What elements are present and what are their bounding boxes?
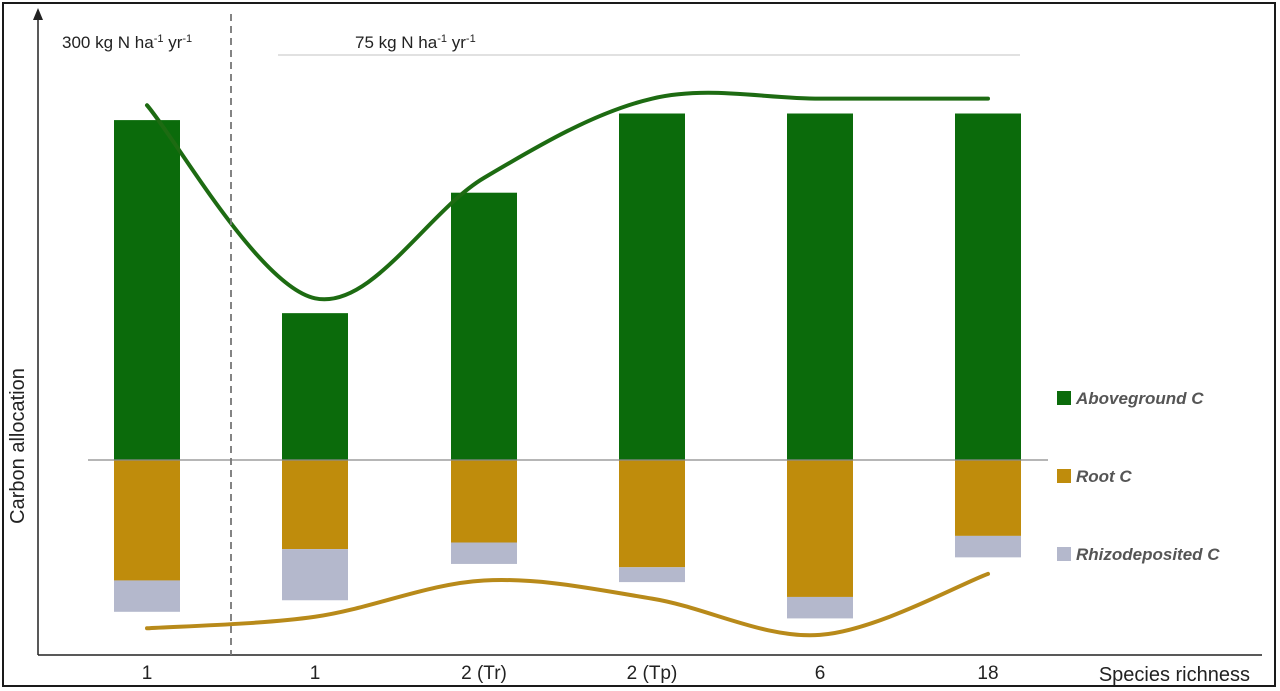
x-axis-label: Species richness bbox=[1099, 664, 1250, 686]
bar-rhizodeposited-1 bbox=[282, 549, 348, 601]
x-tick-labels: 1 1 2 (Tr) 2 (Tp) 6 18 bbox=[142, 663, 999, 684]
x-tick-label: 18 bbox=[977, 663, 998, 684]
legend: Aboveground C Root C Rhizodeposited C bbox=[1057, 389, 1220, 564]
high-nitrogen-label: 300 kg N ha-1 yr-1 bbox=[62, 33, 192, 52]
legend-label: Rhizodeposited C bbox=[1076, 545, 1220, 564]
bar-aboveground-0 bbox=[114, 120, 180, 460]
x-tick-label: 2 (Tp) bbox=[627, 663, 678, 684]
legend-swatch bbox=[1057, 391, 1071, 405]
trend-line-root bbox=[145, 571, 990, 638]
bar-aboveground-3 bbox=[619, 113, 685, 460]
legend-swatch bbox=[1057, 547, 1071, 561]
low-nitrogen-label: 75 kg N ha-1 yr-1 bbox=[355, 33, 476, 52]
legend-label: Aboveground C bbox=[1075, 389, 1204, 408]
bar-rhizodeposited-4 bbox=[787, 596, 853, 619]
bar-rhizodeposited-2 bbox=[451, 542, 517, 564]
x-tick-label: 1 bbox=[142, 663, 153, 684]
bar-aboveground-2 bbox=[451, 192, 517, 460]
legend-swatch bbox=[1057, 469, 1071, 483]
bar-aboveground-4 bbox=[787, 113, 853, 460]
y-axis-arrow bbox=[33, 8, 43, 20]
bar-aboveground-5 bbox=[955, 113, 1021, 460]
y-axis-label: Carbon allocation bbox=[7, 368, 29, 524]
bar-root-1 bbox=[282, 460, 348, 550]
bar-rhizodeposited-5 bbox=[955, 535, 1021, 558]
trend-line-aboveground bbox=[145, 90, 990, 302]
bar-root-5 bbox=[955, 460, 1021, 536]
trend-lines-layer bbox=[145, 90, 990, 638]
x-tick-label: 2 (Tr) bbox=[461, 663, 507, 684]
bars-layer bbox=[114, 113, 1021, 619]
bar-root-0 bbox=[114, 460, 180, 581]
bar-root-4 bbox=[787, 460, 853, 597]
bar-rhizodeposited-3 bbox=[619, 567, 685, 583]
bar-aboveground-1 bbox=[282, 313, 348, 460]
legend-label: Root C bbox=[1076, 467, 1132, 486]
x-tick-label: 6 bbox=[815, 663, 826, 684]
x-tick-label: 1 bbox=[310, 663, 321, 684]
bar-root-2 bbox=[451, 460, 517, 543]
bar-rhizodeposited-0 bbox=[114, 580, 180, 612]
bar-root-3 bbox=[619, 460, 685, 568]
